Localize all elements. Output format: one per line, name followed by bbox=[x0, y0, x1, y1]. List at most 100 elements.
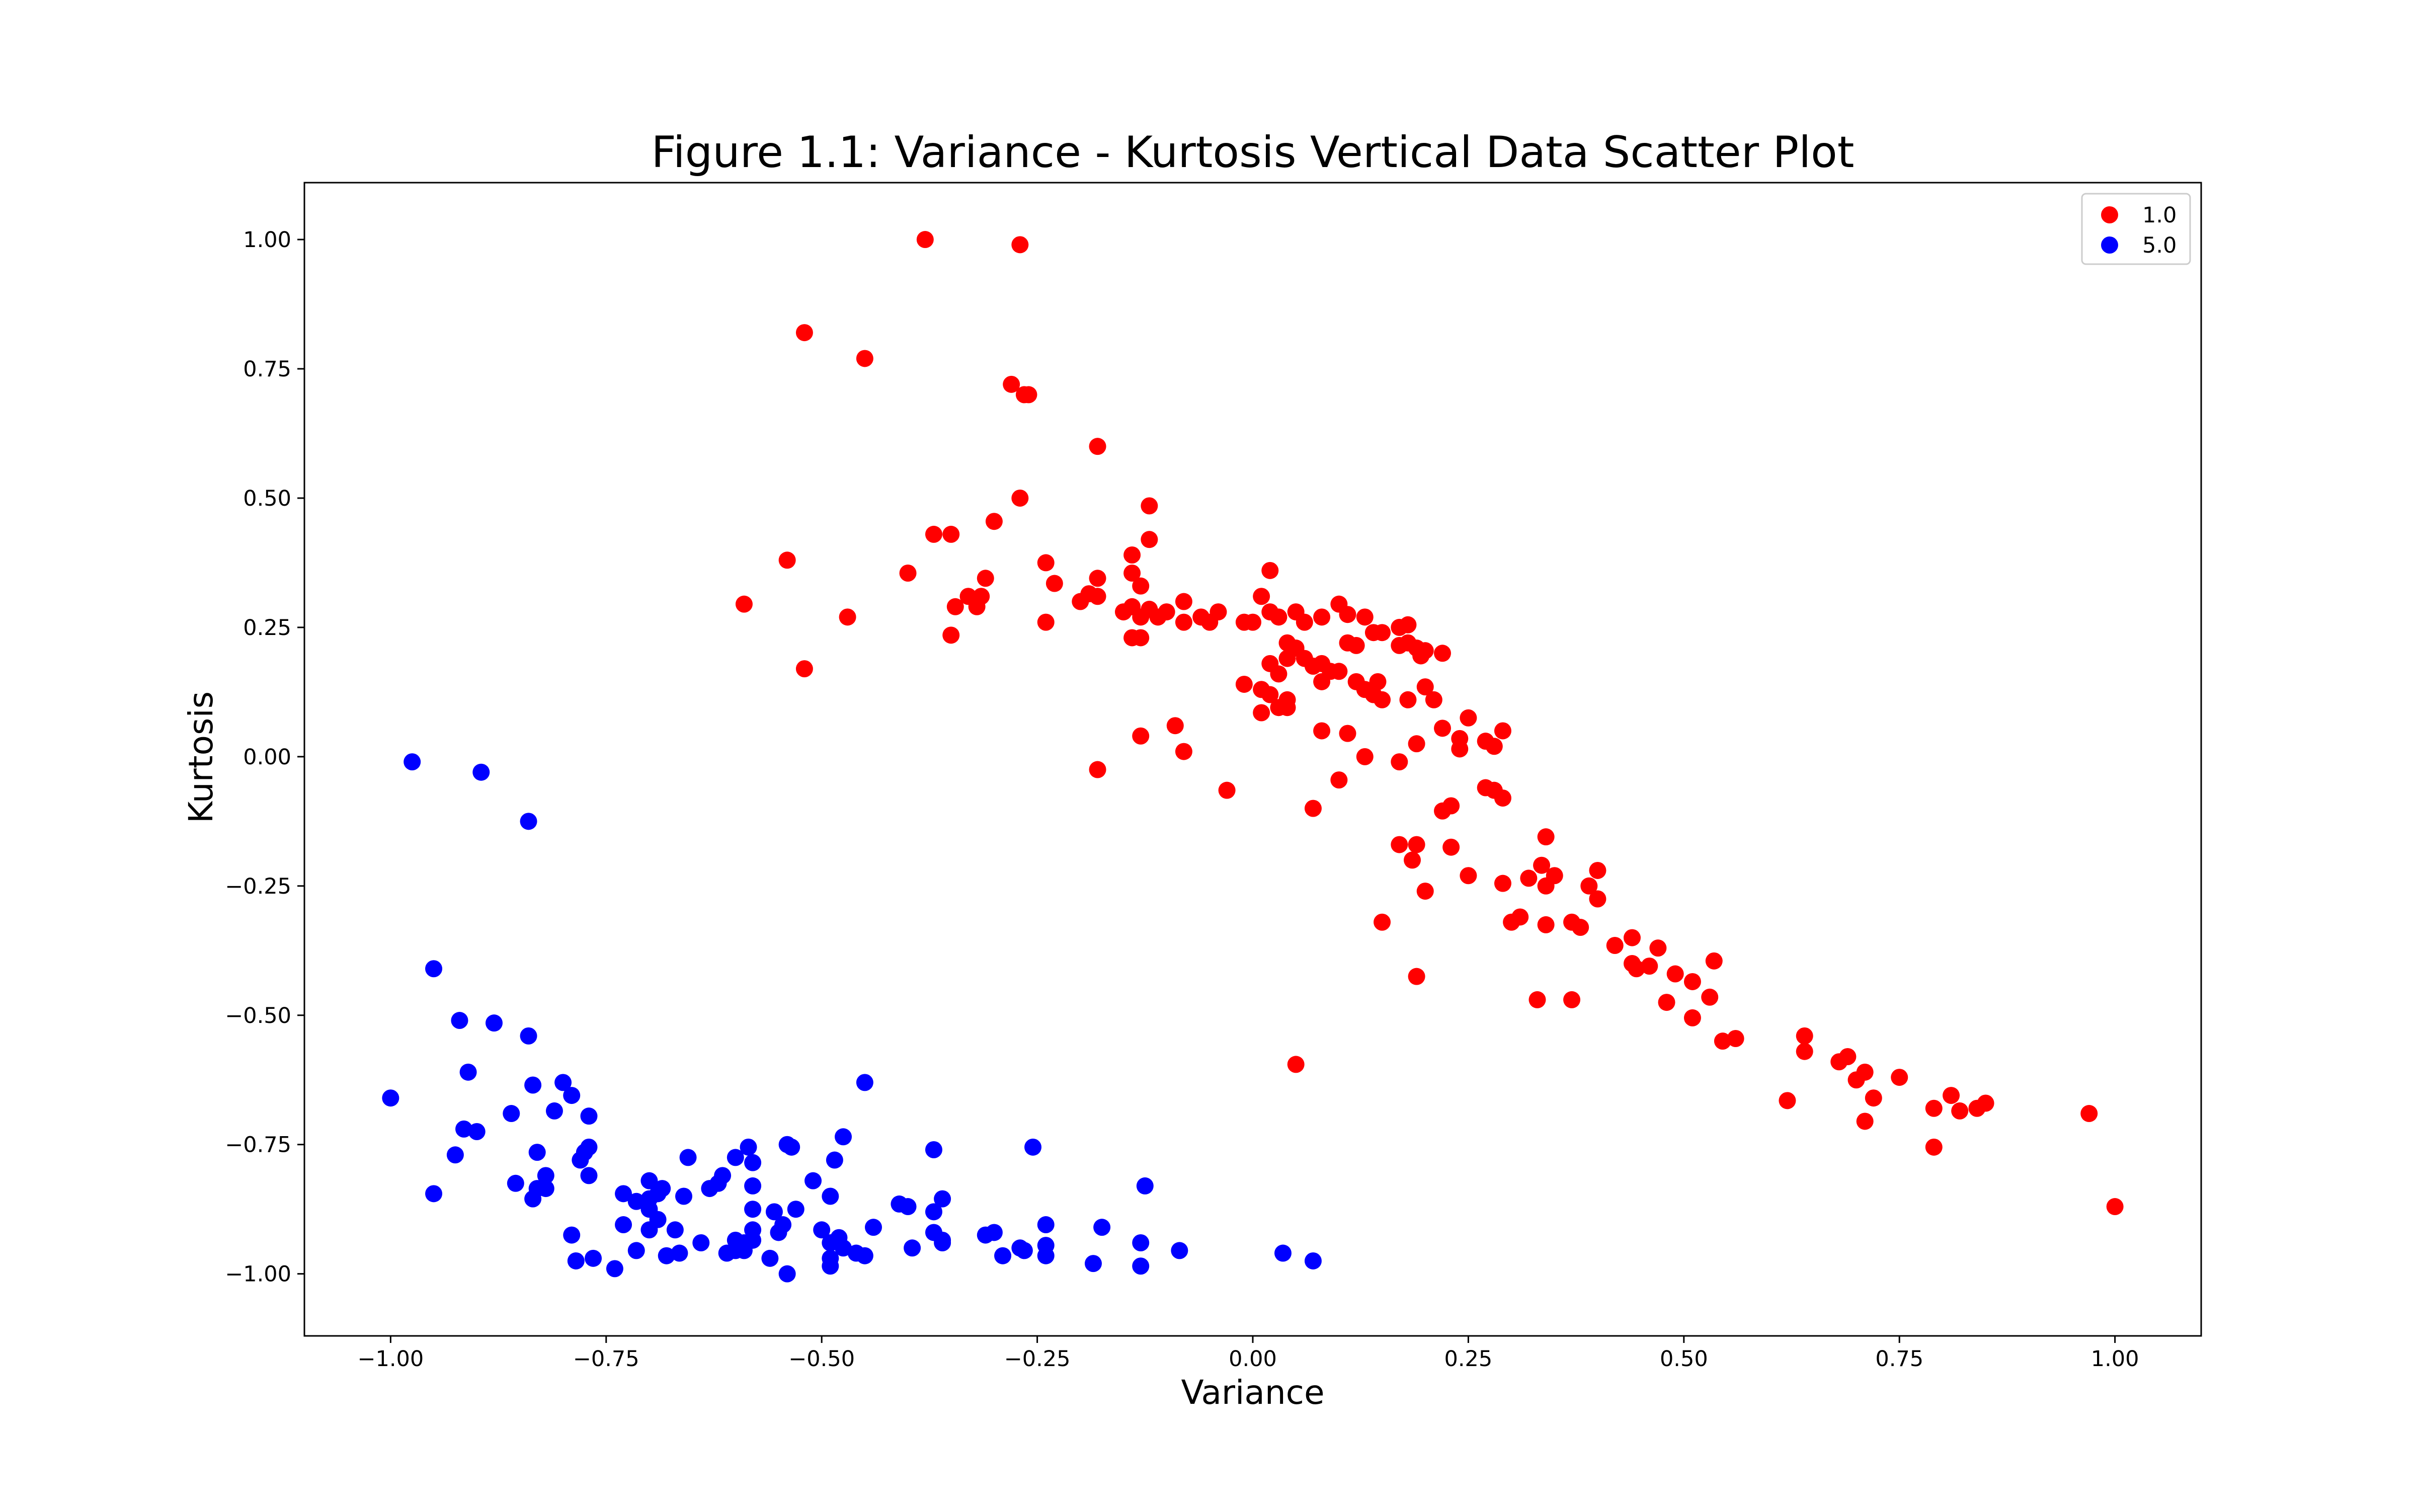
legend-marker bbox=[2101, 206, 2118, 223]
data-point bbox=[1089, 761, 1106, 778]
data-point bbox=[1296, 613, 1313, 631]
data-point bbox=[1261, 686, 1279, 703]
data-point bbox=[1244, 613, 1261, 631]
data-point bbox=[1891, 1069, 1908, 1086]
y-tick-label: 0.25 bbox=[243, 615, 291, 641]
data-point bbox=[692, 1234, 710, 1251]
data-point bbox=[1391, 836, 1408, 853]
data-point bbox=[1089, 588, 1106, 605]
series-0 bbox=[735, 231, 2124, 1216]
data-point bbox=[1511, 908, 1529, 926]
data-point bbox=[985, 513, 1003, 530]
data-point bbox=[1072, 593, 1089, 610]
data-point bbox=[856, 1247, 873, 1264]
data-point bbox=[1364, 624, 1382, 642]
data-point bbox=[856, 1074, 873, 1091]
data-point bbox=[765, 1203, 783, 1221]
data-point bbox=[1011, 236, 1029, 254]
data-point bbox=[1339, 725, 1356, 742]
data-point bbox=[1977, 1094, 1994, 1112]
data-point bbox=[1399, 616, 1417, 633]
data-point bbox=[1330, 663, 1348, 680]
x-tick-label: 1.00 bbox=[2091, 1346, 2139, 1372]
data-point bbox=[727, 1149, 744, 1166]
data-point bbox=[1391, 753, 1408, 771]
data-point bbox=[606, 1260, 623, 1278]
data-point bbox=[459, 1063, 477, 1081]
data-point bbox=[520, 1027, 537, 1045]
data-point bbox=[778, 1265, 796, 1283]
data-point bbox=[740, 1138, 757, 1156]
data-point bbox=[1175, 613, 1192, 631]
data-point bbox=[1628, 960, 1645, 978]
data-point bbox=[1132, 629, 1150, 647]
data-point bbox=[1084, 1255, 1102, 1272]
data-point bbox=[925, 1203, 942, 1221]
data-point bbox=[2106, 1198, 2124, 1216]
data-point bbox=[942, 525, 960, 543]
data-point bbox=[1683, 1009, 1701, 1026]
data-point bbox=[1683, 973, 1701, 990]
data-point bbox=[1347, 636, 1365, 654]
x-tick-label: −1.00 bbox=[357, 1346, 424, 1372]
data-point bbox=[580, 1107, 598, 1125]
data-point bbox=[1451, 740, 1469, 758]
data-point bbox=[554, 1074, 572, 1091]
data-point bbox=[1093, 1219, 1111, 1236]
data-point bbox=[1425, 691, 1442, 708]
data-point bbox=[774, 1216, 792, 1234]
data-point bbox=[1261, 562, 1279, 579]
data-point bbox=[1925, 1099, 1943, 1117]
data-point bbox=[1580, 877, 1598, 895]
data-point bbox=[1278, 699, 1296, 717]
data-point bbox=[925, 525, 942, 543]
data-point bbox=[1037, 613, 1055, 631]
data-point bbox=[425, 1185, 443, 1203]
data-point bbox=[783, 1138, 800, 1156]
data-point bbox=[1641, 958, 1658, 975]
data-point bbox=[1089, 570, 1106, 587]
data-point bbox=[1274, 1244, 1292, 1262]
data-point bbox=[835, 1128, 852, 1146]
data-point bbox=[1123, 564, 1141, 582]
data-point bbox=[1537, 916, 1555, 933]
data-point bbox=[1494, 789, 1511, 807]
data-point bbox=[1374, 691, 1391, 708]
data-point bbox=[524, 1076, 542, 1094]
data-point bbox=[503, 1105, 520, 1123]
data-point bbox=[1925, 1138, 1943, 1156]
y-tick-label: 0.50 bbox=[243, 486, 291, 511]
data-point bbox=[744, 1221, 762, 1239]
data-point bbox=[1166, 717, 1184, 735]
data-point bbox=[658, 1247, 675, 1264]
data-point bbox=[1132, 1234, 1150, 1251]
data-point bbox=[1839, 1048, 1857, 1065]
data-point bbox=[1865, 1089, 1882, 1107]
data-point bbox=[1024, 1138, 1042, 1156]
data-point bbox=[572, 1151, 589, 1169]
y-tick-label: 0.00 bbox=[243, 745, 291, 770]
data-point bbox=[1537, 828, 1555, 846]
data-point bbox=[835, 1239, 852, 1257]
data-point bbox=[1416, 678, 1434, 696]
data-point bbox=[1218, 781, 1236, 799]
ticks-layer: −1.00 −0.75 −0.50 −0.25 0.00 0.25 0.50 0.75 1.00… bbox=[225, 227, 2139, 1372]
data-point bbox=[666, 1221, 684, 1239]
data-point bbox=[1442, 838, 1460, 856]
data-point bbox=[1175, 743, 1192, 760]
data-point bbox=[640, 1172, 658, 1189]
data-point bbox=[1158, 603, 1175, 621]
data-point bbox=[1856, 1063, 1874, 1081]
data-point bbox=[1313, 608, 1331, 626]
data-point bbox=[1253, 704, 1270, 722]
data-point bbox=[804, 1172, 822, 1189]
data-point bbox=[968, 598, 986, 615]
data-point bbox=[1416, 642, 1434, 660]
data-point bbox=[942, 626, 960, 644]
legend-marker bbox=[2101, 236, 2118, 254]
data-point bbox=[946, 598, 964, 615]
data-point bbox=[528, 1144, 546, 1161]
data-point bbox=[744, 1154, 762, 1171]
